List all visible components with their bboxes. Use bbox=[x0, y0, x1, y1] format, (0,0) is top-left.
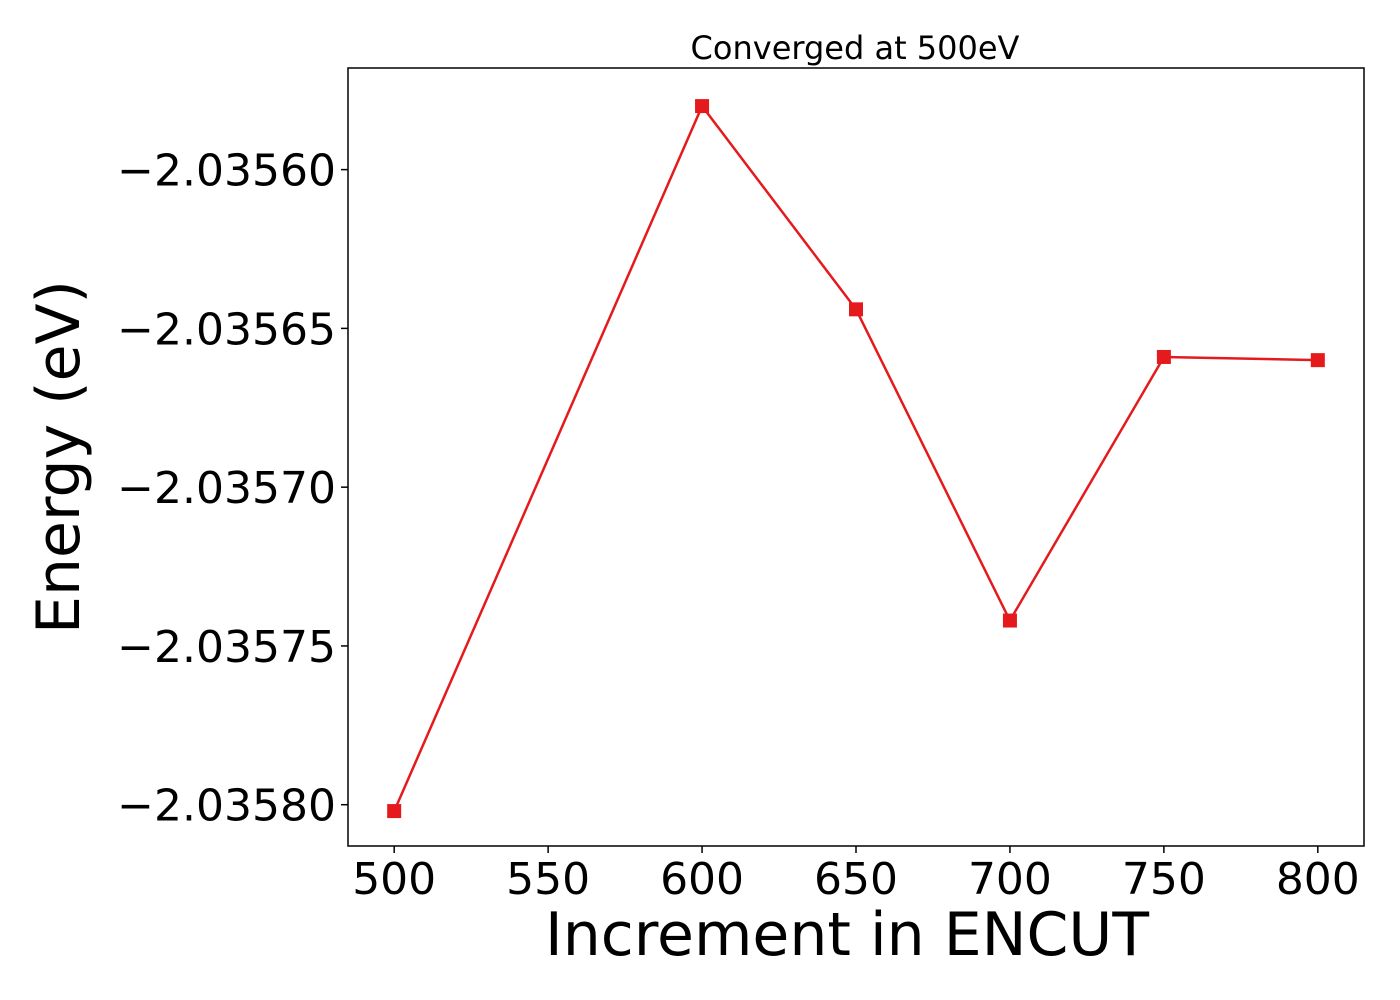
x-tick-label: 600 bbox=[660, 854, 744, 905]
y-tick-label: −2.03575 bbox=[117, 622, 336, 673]
series-layer bbox=[387, 99, 1325, 819]
x-tick-label: 550 bbox=[506, 854, 590, 905]
y-axis-label: Energy (eV) bbox=[24, 280, 94, 634]
data-point-marker bbox=[1156, 349, 1171, 364]
x-tick-label: 800 bbox=[1276, 854, 1360, 905]
y-tick-label: −2.03580 bbox=[117, 781, 336, 832]
y-tick-label: −2.03570 bbox=[117, 463, 336, 514]
x-tick-label: 750 bbox=[1122, 854, 1206, 905]
x-tick-label: 650 bbox=[814, 854, 898, 905]
x-axis-label: Increment in ENCUT bbox=[545, 900, 1149, 970]
plot-frame bbox=[347, 67, 1365, 847]
series-line bbox=[393, 103, 1318, 812]
data-point-marker bbox=[1002, 613, 1017, 628]
x-tick-label: 700 bbox=[968, 854, 1052, 905]
y-axis-ticks: −2.03560 −2.03565 −2.03570 −2.03575 −2.03580 bbox=[117, 146, 348, 832]
chart-title: Converged at 500eV bbox=[691, 29, 1020, 67]
y-tick-label: −2.03560 bbox=[117, 146, 336, 197]
data-point-marker bbox=[387, 804, 402, 819]
data-point-marker bbox=[1310, 353, 1325, 368]
data-point-marker bbox=[849, 302, 863, 317]
x-tick-label: 500 bbox=[352, 854, 436, 905]
x-axis-ticks: 500 550 600 650 700 750 800 bbox=[352, 846, 1360, 905]
data-point-marker bbox=[695, 99, 710, 114]
y-tick-label: −2.03565 bbox=[117, 304, 336, 355]
